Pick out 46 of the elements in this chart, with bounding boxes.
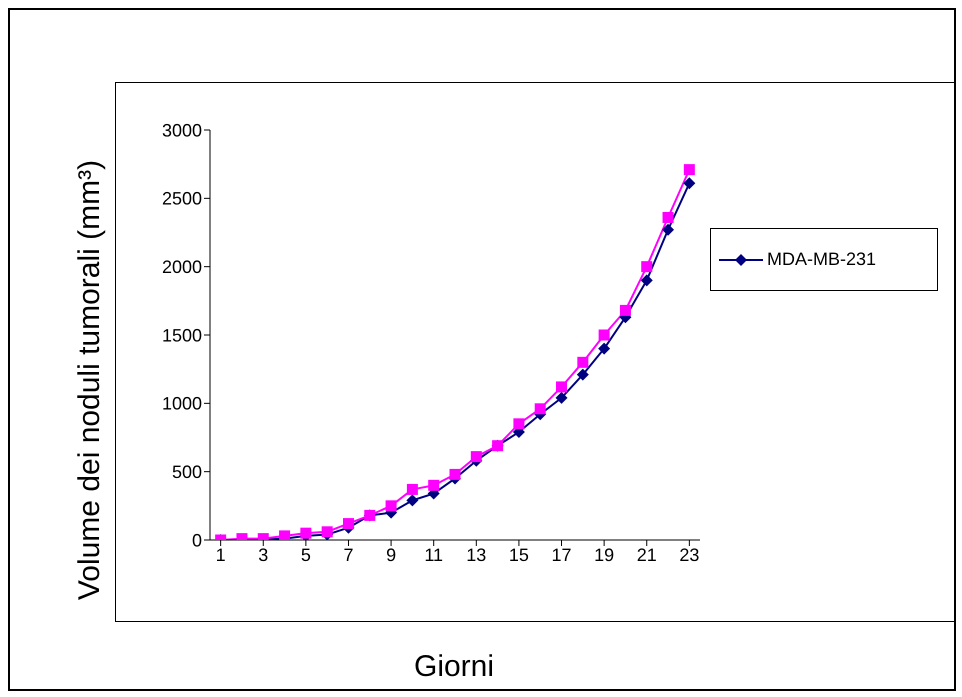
x-tick-label: 5: [300, 544, 311, 565]
point: [534, 403, 546, 414]
x-tick-label: 15: [508, 544, 529, 565]
x-axis-title: Giorni: [414, 650, 494, 684]
x-tick-label: 13: [466, 544, 486, 565]
x-tick-label: 9: [386, 544, 396, 565]
point: [450, 468, 460, 480]
point: [640, 274, 653, 286]
y-tick-label: 1500: [162, 325, 202, 346]
point: [662, 224, 674, 236]
point: [620, 304, 631, 316]
point: [662, 212, 674, 223]
x-tick-label: 3: [258, 544, 268, 565]
point: [470, 451, 482, 462]
y-tick-label: 2000: [162, 257, 202, 278]
x-tick-label: 19: [594, 544, 614, 565]
x-tick-label: 21: [636, 544, 657, 565]
y-tick-label: 0: [192, 530, 202, 550]
point: [577, 356, 588, 368]
x-tick-label: 17: [552, 544, 572, 565]
point: [513, 418, 524, 430]
legend-label: MDA-MB-231: [767, 249, 876, 270]
x-tick-label: 23: [679, 544, 700, 565]
point: [556, 381, 568, 392]
y-tick-label: 2500: [162, 188, 202, 209]
x-tick-label: 7: [343, 544, 354, 565]
y-tick-label: 500: [172, 462, 202, 482]
x-tick-label: 11: [424, 544, 444, 565]
point: [683, 177, 696, 190]
point: [342, 518, 354, 530]
point: [598, 342, 610, 355]
x-tick-label: 1: [216, 544, 226, 565]
point: [406, 484, 418, 495]
point: [576, 368, 589, 381]
y-tick-label: 1000: [162, 394, 202, 414]
point: [641, 261, 652, 272]
point: [684, 164, 695, 176]
point: [386, 500, 397, 512]
y-tick-label: 3000: [162, 120, 202, 140]
y-axis-title: Volume dei noduli tumorali (mm³): [73, 160, 107, 600]
point: [279, 530, 290, 540]
point: [322, 526, 333, 538]
point: [406, 494, 418, 506]
point: [556, 392, 568, 404]
point: [598, 330, 610, 340]
point: [428, 480, 440, 491]
